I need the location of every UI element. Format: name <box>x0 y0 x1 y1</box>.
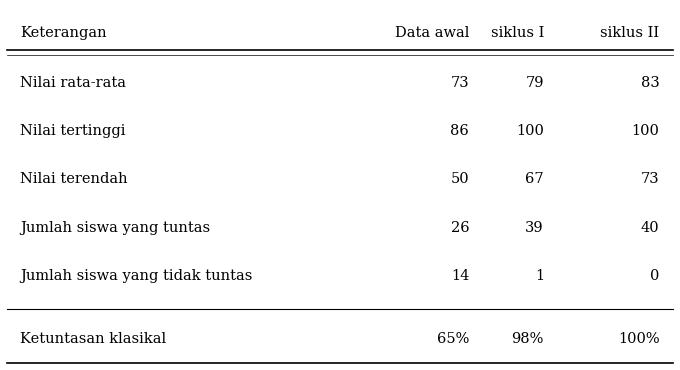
Text: Nilai tertinggi: Nilai tertinggi <box>20 124 126 138</box>
Text: Jumlah siswa yang tuntas: Jumlah siswa yang tuntas <box>20 221 211 235</box>
Text: 100: 100 <box>632 124 660 138</box>
Text: 73: 73 <box>451 76 469 90</box>
Text: 73: 73 <box>641 172 660 186</box>
Text: 83: 83 <box>641 76 660 90</box>
Text: Data awal: Data awal <box>395 26 469 40</box>
Text: 1: 1 <box>535 269 544 283</box>
Text: 0: 0 <box>650 269 660 283</box>
Text: Jumlah siswa yang tidak tuntas: Jumlah siswa yang tidak tuntas <box>20 269 253 283</box>
Text: 100%: 100% <box>618 332 660 346</box>
Text: siklus I: siklus I <box>491 26 544 40</box>
Text: 40: 40 <box>641 221 660 235</box>
Text: Nilai rata-rata: Nilai rata-rata <box>20 76 126 90</box>
Text: 65%: 65% <box>437 332 469 346</box>
Text: Ketuntasan klasikal: Ketuntasan klasikal <box>20 332 167 346</box>
Text: Keterangan: Keterangan <box>20 26 107 40</box>
Text: 67: 67 <box>526 172 544 186</box>
Text: 14: 14 <box>451 269 469 283</box>
Text: 50: 50 <box>451 172 469 186</box>
Text: 86: 86 <box>450 124 469 138</box>
Text: 98%: 98% <box>511 332 544 346</box>
Text: 39: 39 <box>526 221 544 235</box>
Text: Nilai terendah: Nilai terendah <box>20 172 128 186</box>
Text: 100: 100 <box>516 124 544 138</box>
Text: siklus II: siklus II <box>600 26 660 40</box>
Text: 79: 79 <box>526 76 544 90</box>
Text: 26: 26 <box>451 221 469 235</box>
